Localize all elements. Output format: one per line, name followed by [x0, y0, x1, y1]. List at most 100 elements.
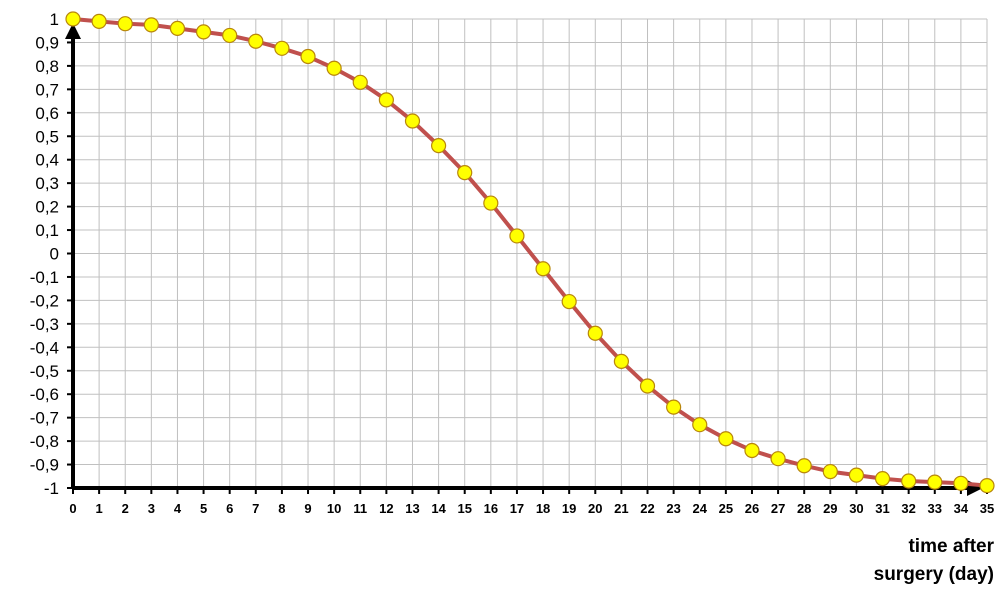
y-tick-label: -0,4 — [30, 338, 59, 357]
data-point — [404, 113, 421, 129]
data-point — [483, 195, 499, 211]
y-tick-label: 1 — [50, 10, 59, 29]
x-tick-label: 15 — [457, 501, 471, 516]
y-tick-label: 0,2 — [35, 198, 59, 217]
y-tick-label: 0 — [50, 245, 59, 264]
x-tick-label: 23 — [666, 501, 680, 516]
data-point — [91, 13, 107, 29]
data-point — [457, 164, 473, 181]
x-tick-label: 24 — [693, 501, 708, 516]
x-axis-title-line-2: surgery (day) — [873, 564, 994, 585]
y-tick-label: -0,3 — [30, 315, 59, 334]
data-point — [587, 325, 603, 341]
x-tick-label: 19 — [562, 501, 576, 516]
y-tick-label: 0,5 — [35, 127, 59, 146]
x-tick-label: 21 — [614, 501, 628, 516]
x-tick-label: 29 — [823, 501, 837, 516]
data-point — [509, 228, 525, 244]
x-tick-label: 16 — [484, 501, 498, 516]
x-tick-label: 22 — [640, 501, 654, 516]
x-tick-label: 4 — [174, 501, 182, 516]
data-point — [744, 442, 760, 459]
data-point — [561, 293, 577, 310]
data-point — [718, 431, 734, 447]
series-layer — [65, 11, 995, 494]
x-tick-label: 8 — [278, 501, 285, 516]
y-tick-label: 0,8 — [35, 57, 59, 76]
data-point — [639, 378, 656, 394]
x-tick-label: 14 — [431, 501, 446, 516]
y-tick-label: -0,9 — [30, 456, 59, 475]
x-tick-label: 13 — [405, 501, 419, 516]
y-tick-label: 0,1 — [35, 221, 59, 240]
data-point — [378, 92, 394, 108]
y-tick-label: 0,6 — [35, 104, 59, 123]
x-tick-label: 5 — [200, 501, 207, 516]
x-tick-labels: 0 1 2 3 4 5 6 7 8 9 10 11 12 13 14 15 16 17 18 19 20 21 22 23 24… — [69, 501, 994, 516]
x-tick-label: 28 — [797, 501, 811, 516]
y-tick-label: -0,6 — [30, 385, 59, 404]
data-point — [431, 138, 447, 154]
data-point — [117, 16, 133, 32]
data-point — [326, 60, 342, 76]
data-point — [901, 473, 917, 489]
data-point — [352, 74, 368, 90]
data-point — [666, 399, 682, 415]
data-point — [300, 48, 316, 65]
x-tick-label: 10 — [327, 501, 341, 516]
y-tick-label: 0,4 — [35, 151, 59, 170]
y-tick-label: 0,9 — [35, 33, 59, 52]
y-tick-labels: 1 0,9 0,8 0,7 0,6 0,5 0,4 0,3 0,2 0,1 0 -0,1 -0,2 -0,… — [30, 10, 59, 498]
data-point — [535, 261, 551, 277]
x-tick-label: 18 — [536, 501, 550, 516]
y-tick-label: -0,8 — [30, 432, 59, 451]
x-tick-label: 3 — [148, 501, 155, 516]
x-tick-label: 9 — [304, 501, 311, 516]
x-tick-label: 12 — [379, 501, 393, 516]
data-point — [874, 471, 891, 487]
data-point — [274, 40, 290, 56]
data-point — [65, 11, 81, 27]
y-tick-label: -1 — [44, 479, 59, 498]
data-point — [195, 24, 212, 40]
data-point — [822, 463, 838, 480]
y-tick-label: -0,1 — [30, 268, 59, 287]
x-tick-label: 33 — [928, 501, 942, 516]
x-tick-label: 31 — [875, 501, 889, 516]
x-axis-title-line-1: time after — [908, 536, 994, 557]
y-tick-label: -0,2 — [30, 291, 59, 310]
x-tick-label: 1 — [95, 501, 102, 516]
x-tick-label: 32 — [901, 501, 915, 516]
data-point — [927, 474, 943, 490]
x-tick-label: 6 — [226, 501, 233, 516]
x-tick-label: 17 — [510, 501, 524, 516]
x-tick-label: 11 — [353, 501, 367, 516]
grid — [72, 18, 988, 489]
x-tick-label: 35 — [980, 501, 994, 516]
x-tick-label: 27 — [771, 501, 785, 516]
x-axis-title: time after surgery (day) — [794, 533, 994, 589]
x-tick-label: 34 — [954, 501, 969, 516]
data-point — [796, 458, 812, 474]
data-point — [770, 451, 786, 467]
axes — [65, 18, 988, 496]
data-point — [979, 478, 995, 494]
data-point — [848, 467, 865, 483]
data-point — [953, 475, 969, 491]
y-tick-label: -0,5 — [30, 362, 59, 381]
x-tick-label: 25 — [719, 501, 733, 516]
y-tick-label: -0,7 — [30, 409, 59, 428]
x-tick-label: 0 — [69, 501, 76, 516]
data-point — [613, 353, 630, 369]
x-tick-label: 30 — [849, 501, 863, 516]
data-point — [222, 27, 238, 44]
x-tick-label: 7 — [252, 501, 259, 516]
y-tick-label: 0,3 — [35, 174, 59, 193]
y-tick-label: 0,7 — [35, 80, 59, 99]
x-tick-label: 26 — [745, 501, 759, 516]
data-point — [692, 417, 708, 433]
x-tick-label: 20 — [588, 501, 602, 516]
data-point — [143, 17, 159, 33]
x-tick-label: 2 — [122, 501, 129, 516]
